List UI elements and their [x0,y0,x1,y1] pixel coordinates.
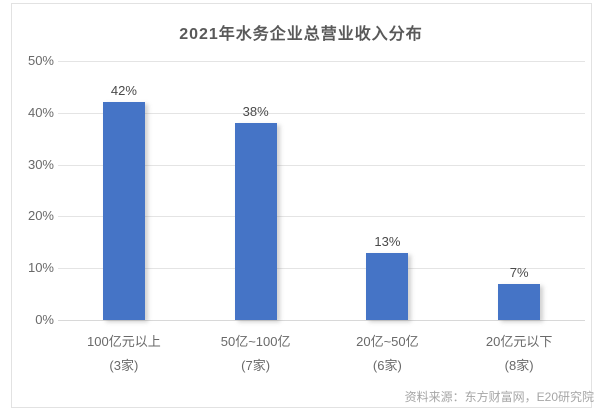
gridline-10 [58,268,585,270]
x-category-name: 20亿~50亿 [356,334,419,349]
gridline-50 [58,61,585,62]
x-axis: 100亿元以上 (3家) 50亿~100亿 (7家) 20亿~50亿 (6家) 20亿元以下… [58,330,585,378]
bar-series: 42% 38% 13% 7% [58,61,585,320]
bar [498,284,541,320]
x-category-count: (3家) [109,358,139,373]
source-note: 资料来源：东方财富网，E20研究院 [404,390,594,404]
plot-area: 42% 38% 13% 7% [58,61,585,321]
y-tick-label-50: 50% [27,53,54,68]
bar-value-label: 42% [110,83,137,98]
gridline-30 [58,164,585,166]
gridline-0 [58,320,585,321]
x-category-count: (8家) [504,358,534,373]
bar-value-label: 38% [242,104,269,119]
bar [234,123,277,320]
bar-column: 38% [190,61,322,320]
bar [102,102,145,320]
x-category-label: 20亿~50亿 (6家) [322,330,454,378]
gridline-20 [58,216,585,218]
y-tick-label-10: 10% [27,260,54,276]
x-category-label: 50亿~100亿 (7家) [190,330,322,378]
x-category-count: (7家) [241,358,271,373]
bar-column: 7% [453,61,585,320]
bar-column: 42% [58,61,190,320]
x-category-name: 50亿~100亿 [220,334,291,349]
y-tick-label-0: 0% [35,312,54,327]
bar-column: 13% [322,61,454,320]
y-tick-label-30: 30% [27,156,54,172]
y-tick-label-20: 20% [27,208,54,224]
x-category-count: (6家) [372,358,402,373]
x-category-label: 20亿元以下 (8家) [453,330,585,378]
x-category-label: 100亿元以上 (3家) [58,330,190,378]
x-category-name: 20亿元以下 [485,334,553,349]
bar [366,253,409,320]
y-tick-label-40: 40% [27,104,54,120]
x-category-name: 100亿元以上 [87,334,161,349]
bar-value-label: 7% [509,265,529,280]
bar-value-label: 13% [374,234,401,249]
chart-title: 2021年水务企业总营业收入分布 [179,26,423,43]
gridline-40 [58,112,585,114]
